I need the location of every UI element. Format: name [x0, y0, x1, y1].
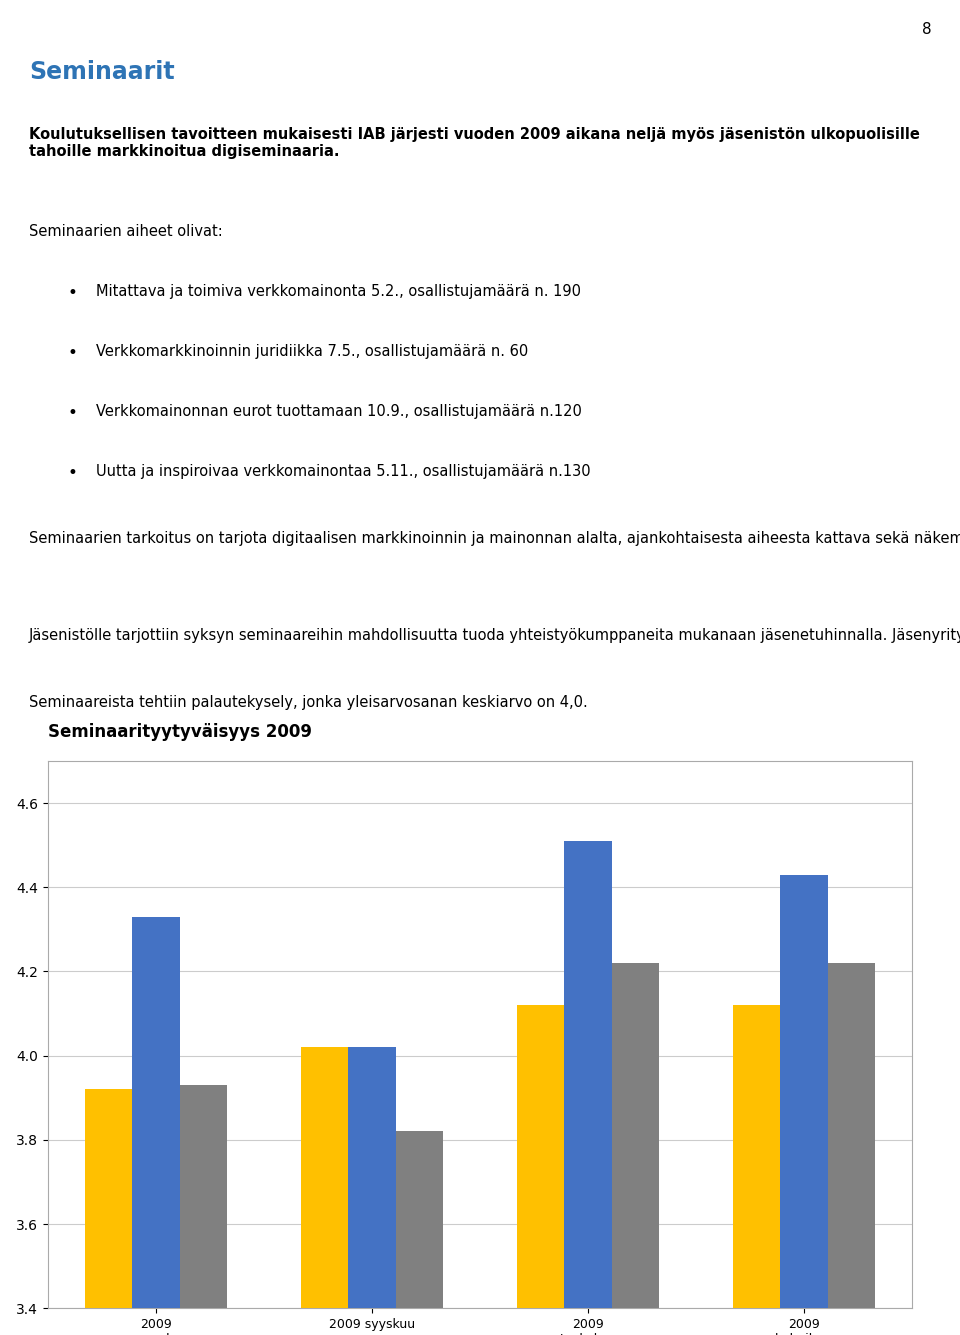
- Bar: [828, 963, 876, 1335]
- Bar: [564, 841, 612, 1335]
- Text: Seminaarit: Seminaarit: [29, 60, 175, 84]
- Text: •: •: [67, 463, 77, 482]
- Bar: [348, 1047, 396, 1335]
- Bar: [84, 1089, 132, 1335]
- Text: Koulutuksellisen tavoitteen mukaisesti IAB järjesti vuoden 2009 aikana neljä myö: Koulutuksellisen tavoitteen mukaisesti I…: [29, 127, 920, 159]
- Bar: [180, 1085, 228, 1335]
- Text: •: •: [67, 344, 77, 362]
- Text: Seminaarityytyväisyys 2009: Seminaarityytyväisyys 2009: [48, 724, 312, 741]
- Text: Verkkomainonnan eurot tuottamaan 10.9., osallistujamäärä n.120: Verkkomainonnan eurot tuottamaan 10.9., …: [96, 403, 582, 419]
- Bar: [732, 1005, 780, 1335]
- Text: Uutta ja inspiroivaa verkkomainontaa 5.11., osallistujamäärä n.130: Uutta ja inspiroivaa verkkomainontaa 5.1…: [96, 463, 590, 478]
- Bar: [516, 1005, 564, 1335]
- Bar: [780, 874, 828, 1335]
- Bar: [396, 1132, 444, 1335]
- Text: Seminaarien tarkoitus on tarjota digitaalisen markkinoinnin ja mainonnan alalta,: Seminaarien tarkoitus on tarjota digitaa…: [29, 531, 960, 546]
- Text: Jäsenistölle tarjottiin syksyn seminaareihin mahdollisuutta tuoda yhteistyökumpp: Jäsenistölle tarjottiin syksyn seminaare…: [29, 627, 960, 643]
- Text: Verkkomarkkinoinnin juridiikka 7.5., osallistujamäärä n. 60: Verkkomarkkinoinnin juridiikka 7.5., osa…: [96, 344, 528, 359]
- Bar: [300, 1047, 348, 1335]
- Text: •: •: [67, 403, 77, 422]
- Text: 8: 8: [922, 23, 931, 37]
- Text: Seminaareista tehtiin palautekysely, jonka yleisarvosanan keskiarvo on 4,0.: Seminaareista tehtiin palautekysely, jon…: [29, 696, 588, 710]
- Bar: [612, 963, 660, 1335]
- Text: Mitattava ja toimiva verkkomainonta 5.2., osallistujamäärä n. 190: Mitattava ja toimiva verkkomainonta 5.2.…: [96, 284, 581, 299]
- Text: •: •: [67, 284, 77, 302]
- Bar: [132, 917, 180, 1335]
- Text: Seminaarien aiheet olivat:: Seminaarien aiheet olivat:: [29, 224, 223, 239]
